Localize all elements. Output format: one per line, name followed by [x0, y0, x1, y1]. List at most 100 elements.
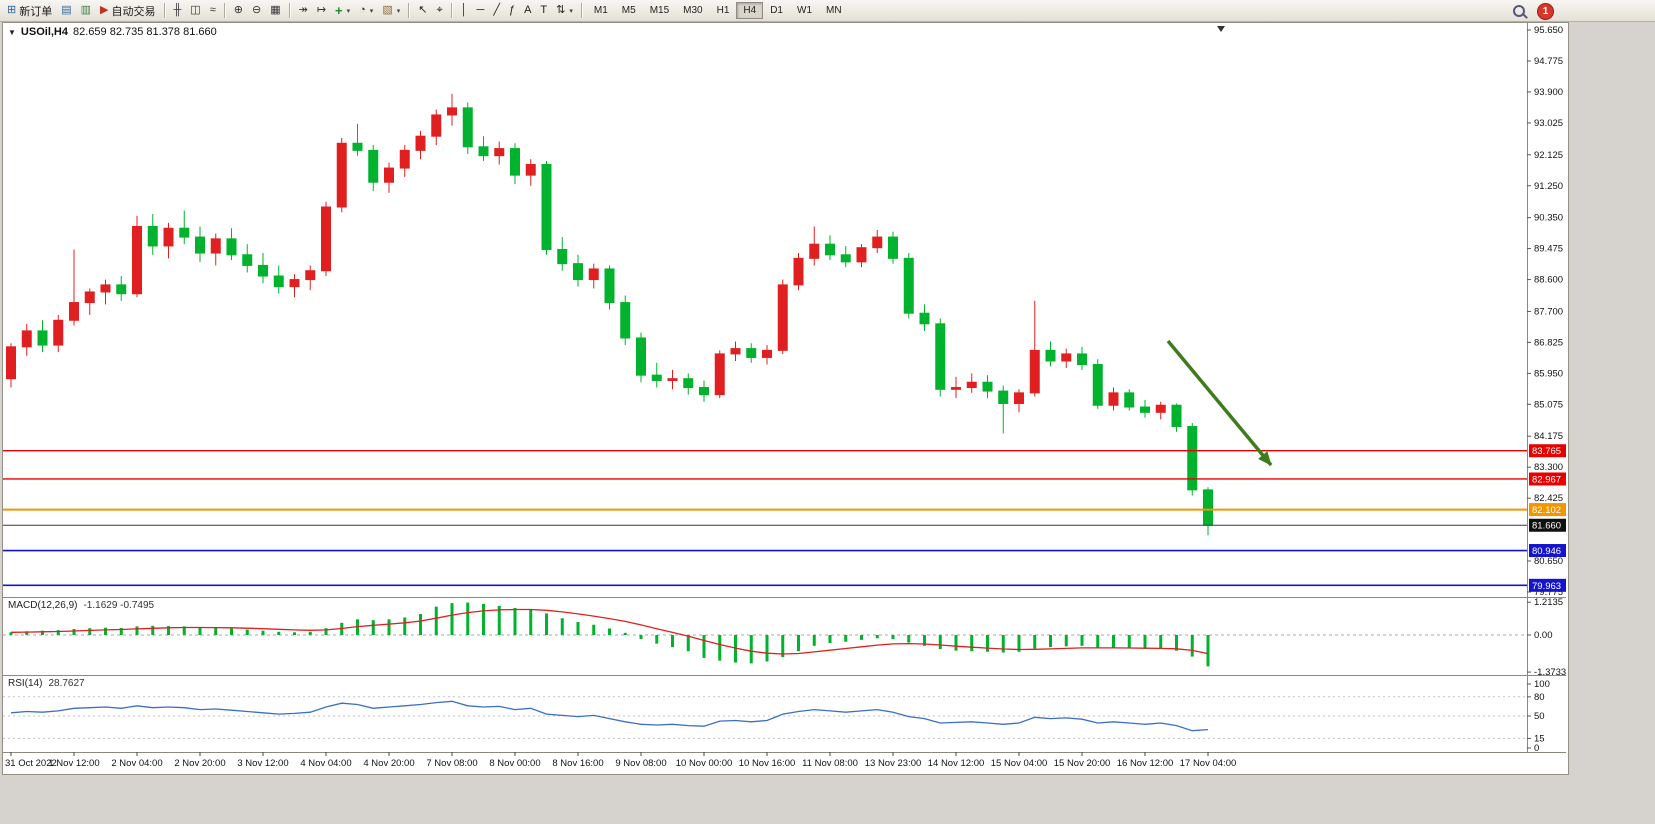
chart-shift-icon-icon: ↦: [316, 4, 327, 16]
search-button[interactable]: [1510, 2, 1528, 20]
svg-text:79.775: 79.775: [1534, 587, 1563, 598]
zoom-out-icon-icon: ⊖: [251, 4, 262, 16]
bid-price-line[interactable]: 81.660: [3, 518, 1566, 532]
time-axis-label: 10 Nov 16:00: [738, 758, 796, 769]
resistance-line-2[interactable]: 82.967: [3, 472, 1566, 486]
macd-values: -1.1629 -0.7495: [83, 600, 155, 611]
trendline-icon-icon: ╱: [493, 4, 500, 16]
chart-menu-icon[interactable]: ▼: [8, 27, 16, 37]
chart-symbol-label: USOil,H4: [20, 26, 68, 38]
notification-badge[interactable]: 1: [1537, 2, 1554, 20]
trend-arrow[interactable]: [1166, 339, 1273, 467]
svg-text:100: 100: [1534, 679, 1550, 690]
tile-windows-icon[interactable]: ▦: [266, 2, 284, 20]
periods-icon[interactable]: ◔ ▾: [355, 2, 377, 20]
timeframe-button-d1[interactable]: D1: [763, 2, 790, 19]
svg-text:94.775: 94.775: [1534, 56, 1563, 67]
timeframe-button-m1[interactable]: M1: [587, 2, 615, 19]
time-axis-label: 2 Nov 20:00: [174, 758, 226, 769]
svg-text:95.650: 95.650: [1534, 25, 1563, 36]
auto-scroll-icon[interactable]: ↠: [295, 2, 312, 20]
time-axis-label: 17 Nov 04:00: [1179, 758, 1237, 769]
svg-text:82.967: 82.967: [1532, 474, 1561, 485]
resistance-line-1[interactable]: 83.765: [3, 444, 1566, 458]
time-axis-label: 1 Nov 12:00: [48, 758, 100, 769]
chart-shift-icon[interactable]: ↦: [313, 2, 330, 20]
rsi-value: 28.7627: [48, 678, 85, 689]
candlestick-chart-icon-icon: ◫: [190, 4, 201, 16]
svg-text:79.963: 79.963: [1532, 581, 1561, 592]
auto-trading-button-label: 自动交易: [111, 5, 156, 18]
arrows-icon[interactable]: ⇅ ▾: [552, 2, 577, 20]
zoom-in-icon[interactable]: ⊕: [230, 2, 247, 20]
time-axis-label: 14 Nov 12:00: [927, 758, 985, 769]
crosshair-icon[interactable]: ⌖: [432, 2, 446, 20]
templates-icon-icon: ▧: [382, 4, 393, 16]
support-line-blue-2[interactable]: 79.963: [3, 578, 1566, 592]
timeframe-group: M1 M5 M15 M30 H1 H4 D1 W1 MN: [587, 2, 849, 19]
fibonacci-icon[interactable]: ƒ: [505, 2, 519, 20]
macd-histogram: [9, 602, 1210, 667]
time-axis-label: 8 Nov 16:00: [552, 758, 604, 769]
macd-header: MACD(12,26,9) -1.1629 -0.7495: [8, 600, 154, 611]
svg-text:88.600: 88.600: [1534, 275, 1563, 286]
svg-text:84.175: 84.175: [1534, 431, 1563, 442]
cursor-icon[interactable]: ↖: [414, 2, 431, 20]
vertical-line-icon[interactable]: │: [457, 2, 472, 20]
zoom-in-icon-icon: ⊕: [233, 4, 243, 16]
timeframe-button-m15[interactable]: M15: [643, 2, 676, 19]
chart-shift-marker[interactable]: [1217, 26, 1225, 32]
auto-trading-button[interactable]: ▶ 自动交易: [96, 2, 159, 20]
svg-text:15: 15: [1534, 733, 1545, 744]
market-watch-icon-icon: ▤: [61, 4, 72, 16]
timeframe-button-mn[interactable]: MN: [819, 2, 849, 19]
svg-text:81.660: 81.660: [1532, 521, 1561, 532]
time-axis[interactable]: 31 Oct 2022 1 Nov 12:00 2 Nov 04:00 2 Nov 2…: [3, 754, 1527, 774]
time-axis-label: 11 Nov 08:00: [802, 758, 858, 769]
caret-down-icon: ▾: [569, 7, 573, 15]
new-order-button[interactable]: ⊞ 新订单: [3, 2, 56, 20]
horizontal-line-icon-icon: ─: [476, 4, 485, 16]
macd-axis: 1.2135 0.00 -1.3733: [3, 597, 1566, 678]
timeframe-button-w1[interactable]: W1: [790, 2, 819, 19]
candlestick-chart-icon[interactable]: ◫: [186, 2, 204, 20]
navigator-icon-icon: ▥: [80, 4, 92, 16]
line-chart-icon[interactable]: ≈: [206, 2, 220, 20]
auto-trading-icon: ▶: [100, 4, 109, 16]
toolbar-separator: [408, 3, 411, 18]
horizontal-line-icon[interactable]: ─: [473, 2, 489, 20]
navigator-icon[interactable]: ▥: [77, 2, 95, 20]
indicators-icon[interactable]: + ▾: [331, 2, 354, 20]
timeframe-button-h1[interactable]: H1: [710, 2, 737, 19]
zoom-out-icon[interactable]: ⊖: [248, 2, 265, 20]
chart-canvas[interactable]: 95.650 94.775 93.900 93.025 92.125 91.250 90.3…: [3, 23, 1566, 772]
time-axis-label: 9 Nov 08:00: [615, 758, 667, 769]
rsi-line: [10, 700, 1209, 732]
text-icon[interactable]: A: [520, 2, 535, 20]
trendline-icon[interactable]: ╱: [489, 2, 504, 20]
svg-text:80.946: 80.946: [1532, 546, 1561, 557]
candlestick-series: [6, 93, 1213, 536]
bar-chart-icon[interactable]: ╫: [170, 2, 186, 20]
timeframe-button-m30[interactable]: M30: [676, 2, 709, 19]
crosshair-icon-icon: ⌖: [436, 4, 443, 16]
bottom-area: [0, 777, 1655, 824]
pivot-line-orange[interactable]: 82.102: [3, 503, 1566, 517]
text-label-icon[interactable]: T: [536, 2, 551, 20]
templates-icon[interactable]: ▧ ▾: [378, 2, 404, 20]
vertical-line-icon-icon: │: [460, 4, 468, 16]
tile-windows-icon-icon: ▦: [270, 4, 281, 16]
periods-icon-icon: ◔: [359, 4, 366, 16]
timeframe-button-h4[interactable]: H4: [736, 2, 764, 19]
time-axis-label: 4 Nov 20:00: [363, 758, 415, 769]
support-line-blue-1[interactable]: 80.946: [3, 544, 1566, 558]
svg-text:85.075: 85.075: [1534, 399, 1563, 410]
timeframe-button-m5[interactable]: M5: [615, 2, 643, 19]
market-watch-icon[interactable]: ▤: [57, 2, 75, 20]
time-axis-label: 10 Nov 00:00: [675, 758, 733, 769]
chart-window[interactable]: 95.650 94.775 93.900 93.025 92.125 91.250 90.3…: [2, 22, 1569, 775]
price-axis[interactable]: 95.650 94.775 93.900 93.025 92.125 91.250 90.3…: [1527, 25, 1563, 598]
rsi-title: RSI(14): [8, 678, 43, 689]
toolbar: ⊞ 新订单 ▤ ▥ ▶ 自动交易 ╫ ◫ ≈ ⊕ ⊖ ▦ ↠ ↦ + ▾ ◔ ▾ ▧ ▾ ↖ ⌖ │ ─ ╱ ƒ A T ⇅ ▾ M1 M5…: [0, 0, 1655, 22]
chart-header: ▼ USOil,H4 82.659 82.735 81.378 81.660: [8, 26, 217, 38]
